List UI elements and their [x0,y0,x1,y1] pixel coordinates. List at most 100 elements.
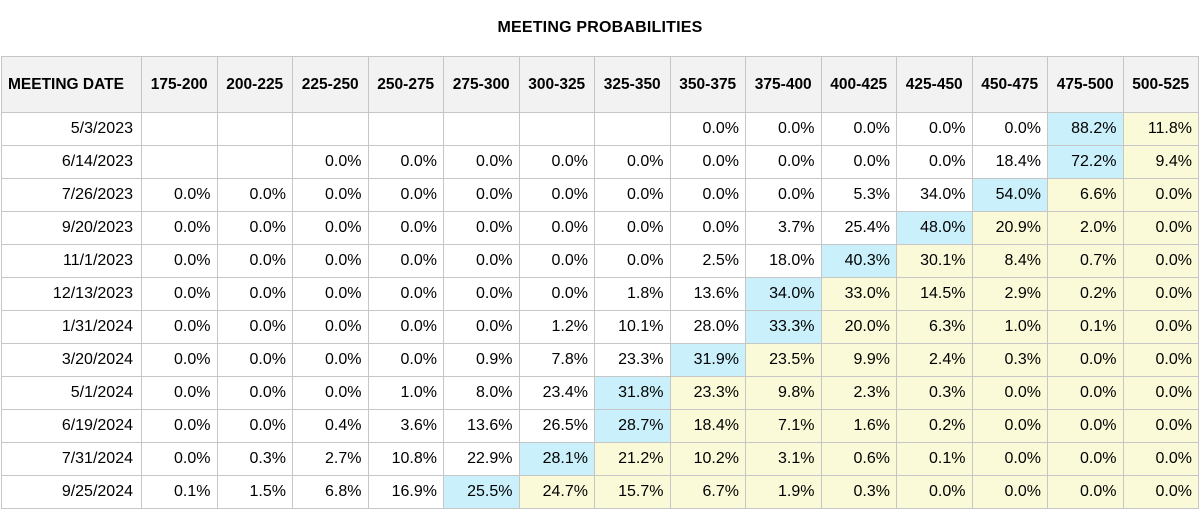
table-title: MEETING PROBABILITIES [0,0,1200,56]
meeting-date-cell: 6/14/2023 [1,145,142,179]
probability-cell: 13.6% [669,277,746,311]
probability-cell: 0.0% [669,145,746,179]
table-row: 5/3/2023 0.0% 0.0% 0.0% 0.0% 0.0% 88.2% 11.8% [1,112,1199,146]
probability-cell: 7.1% [745,409,822,443]
meeting-date-cell: 3/20/2024 [1,343,142,377]
probability-cell [518,112,595,146]
probability-cell: 0.0% [971,112,1048,146]
probability-cell [594,112,671,146]
probability-cell: 0.0% [669,112,746,146]
probability-cell: 3.6% [367,409,444,443]
table-row: 3/20/2024 0.0% 0.0% 0.0% 0.0% 0.9% 7.8% 23.3% 31… [1,343,1199,377]
probability-cell: 20.0% [820,310,897,344]
probability-cell: 25.5% [443,475,520,509]
probability-cell: 1.8% [594,277,671,311]
probability-cell: 18.4% [971,145,1048,179]
probability-cell: 5.3% [820,178,897,212]
probability-cell: 3.7% [745,211,822,245]
probability-cell: 0.0% [367,310,444,344]
probability-cell: 18.4% [669,409,746,443]
probability-cell [141,112,218,146]
probability-cell: 0.0% [216,376,293,410]
probability-cell: 0.0% [216,178,293,212]
table-row: 12/13/2023 0.0% 0.0% 0.0% 0.0% 0.0% 0.0% 1.8% 13… [1,277,1199,311]
probability-cell: 0.0% [1047,442,1124,476]
probability-cell: 0.0% [141,376,218,410]
probability-cell: 23.5% [745,343,822,377]
probability-cell: 0.0% [971,409,1048,443]
probability-cell: 0.0% [896,145,973,179]
probability-cell: 0.0% [1047,409,1124,443]
probability-cell: 0.9% [443,343,520,377]
probability-cell: 0.7% [1047,244,1124,278]
probability-cell: 9.4% [1122,145,1199,179]
table-row: 9/20/2023 0.0% 0.0% 0.0% 0.0% 0.0% 0.0% 0.0% 0.0… [1,211,1199,245]
probability-cell: 1.5% [216,475,293,509]
meeting-date-cell: 7/26/2023 [1,178,142,212]
probability-cell: 0.0% [292,145,369,179]
probability-cell: 28.0% [669,310,746,344]
column-header-425-450: 425-450 [896,56,973,113]
probability-cell: 0.0% [216,211,293,245]
probability-cell: 0.0% [1122,211,1199,245]
probability-cell: 0.0% [292,277,369,311]
probability-cell: 0.0% [1122,376,1199,410]
probability-cell: 0.0% [518,211,595,245]
probability-cell: 2.4% [896,343,973,377]
probability-cell: 14.5% [896,277,973,311]
probability-cell: 23.4% [518,376,595,410]
probability-cell: 3.1% [745,442,822,476]
probability-cell: 9.9% [820,343,897,377]
probability-cell: 0.0% [292,376,369,410]
probability-cell: 0.0% [594,244,671,278]
table-row: 1/31/2024 0.0% 0.0% 0.0% 0.0% 0.0% 1.2% 10.1% 28… [1,310,1199,344]
probability-cell: 1.0% [971,310,1048,344]
probability-cell: 33.0% [820,277,897,311]
probability-cell: 0.0% [292,343,369,377]
probability-cell [216,112,293,146]
probability-cell: 31.8% [594,376,671,410]
header-row: MEETING DATE 175-200 200-225 225-250 250-275… [1,56,1199,113]
probability-cell: 0.3% [896,376,973,410]
column-header-300-325: 300-325 [518,56,595,113]
table-row: 7/26/2023 0.0% 0.0% 0.0% 0.0% 0.0% 0.0% 0.0% 0.0… [1,178,1199,212]
probability-cell: 0.0% [141,178,218,212]
probability-cell: 22.9% [443,442,520,476]
probability-cell: 6.3% [896,310,973,344]
probability-cell: 48.0% [896,211,973,245]
probability-cell: 16.9% [367,475,444,509]
probability-cell: 34.0% [896,178,973,212]
probability-cell: 2.0% [1047,211,1124,245]
probability-cell: 0.0% [141,211,218,245]
probability-cell: 0.0% [518,145,595,179]
probability-cell: 28.1% [518,442,595,476]
probability-cell: 0.0% [1122,310,1199,344]
column-header-meeting-date: MEETING DATE [1,56,142,113]
probability-cell: 0.4% [292,409,369,443]
probability-cell: 10.1% [594,310,671,344]
probability-cell: 0.0% [216,343,293,377]
probability-cell: 23.3% [669,376,746,410]
meeting-probabilities-table: MEETING DATE 175-200 200-225 225-250 250-275… [1,56,1199,509]
probability-cell: 31.9% [669,343,746,377]
probability-cell: 0.0% [443,310,520,344]
probability-cell: 0.0% [443,277,520,311]
probability-cell: 0.0% [1047,475,1124,509]
table-row: 6/14/2023 0.0% 0.0% 0.0% 0.0% 0.0% 0.0% 0.0% 0.0… [1,145,1199,179]
probability-cell: 0.0% [443,211,520,245]
probability-cell: 0.0% [141,310,218,344]
probability-cell [367,112,444,146]
probability-cell: 21.2% [594,442,671,476]
probability-cell: 0.0% [518,277,595,311]
probability-cell: 0.0% [443,178,520,212]
probability-cell: 0.0% [1122,178,1199,212]
probability-cell: 0.0% [367,145,444,179]
probability-cell: 0.0% [594,211,671,245]
probability-cell: 0.0% [292,178,369,212]
probability-cell: 0.1% [141,475,218,509]
probability-cell: 0.0% [443,145,520,179]
probability-cell [292,112,369,146]
probability-cell: 0.0% [820,112,897,146]
probability-cell: 8.0% [443,376,520,410]
probability-cell: 54.0% [971,178,1048,212]
